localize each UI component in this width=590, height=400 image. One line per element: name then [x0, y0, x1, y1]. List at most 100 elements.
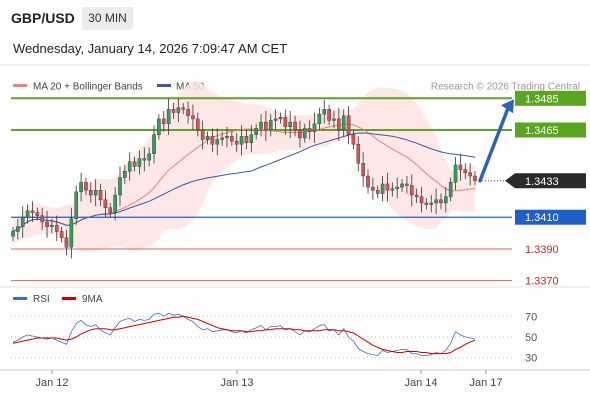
candle	[375, 185, 380, 199]
candle-body	[176, 107, 181, 113]
candle-body	[302, 128, 307, 139]
rsi-tick-label-0: 70	[525, 311, 537, 323]
candle-body	[127, 161, 132, 172]
candle	[186, 101, 190, 124]
candle	[307, 120, 312, 140]
candle-body	[11, 231, 15, 237]
candle-body	[346, 115, 351, 135]
candle-body	[54, 224, 59, 232]
candle	[142, 147, 147, 172]
candle	[288, 110, 293, 138]
candle	[283, 109, 288, 135]
ma9-legend-label: 9MA	[82, 294, 103, 305]
candle-body	[25, 210, 30, 218]
candle-body	[191, 115, 195, 120]
candle	[147, 147, 151, 167]
candle-body	[414, 194, 419, 197]
candle-body	[390, 188, 395, 191]
level-tag-0	[515, 90, 586, 106]
candle	[191, 104, 195, 131]
ma9-legend-swatch	[62, 297, 76, 300]
candle	[473, 171, 477, 186]
rsi-tick-label-1: 50	[525, 332, 537, 344]
symbol-title: GBP/USD	[11, 10, 75, 26]
candle	[137, 150, 142, 175]
candle-body	[385, 183, 390, 191]
candle	[176, 98, 181, 123]
rsi-ma-line	[12, 315, 476, 355]
candle	[215, 128, 220, 156]
candle-body	[473, 175, 477, 181]
candle	[25, 204, 30, 224]
candle-body	[30, 210, 35, 213]
ma20-legend-swatch	[13, 84, 27, 87]
candle-body	[137, 158, 142, 167]
candle-body	[249, 134, 254, 143]
candle-body	[405, 183, 409, 186]
candle	[424, 198, 429, 210]
candle-body	[453, 164, 458, 183]
candle	[205, 131, 210, 145]
candle	[132, 156, 137, 172]
candle	[11, 226, 15, 242]
candle	[439, 193, 443, 210]
candle	[171, 103, 176, 119]
candle-body	[273, 118, 278, 121]
candle	[453, 156, 458, 191]
candle	[366, 169, 370, 194]
candle-body	[200, 129, 205, 140]
level-tag-1	[515, 122, 586, 138]
candle	[371, 177, 375, 200]
level-label-0: 1.3485	[525, 93, 559, 105]
candle-body	[98, 190, 103, 200]
candle-body	[327, 109, 331, 121]
candle	[69, 207, 74, 259]
candle	[429, 195, 434, 213]
candle	[234, 133, 239, 153]
candle	[50, 218, 54, 234]
credit-label: Research © 2026 Trading Central	[431, 82, 580, 93]
candle	[419, 187, 424, 213]
candle	[20, 206, 25, 238]
candle-body	[463, 169, 468, 174]
candle	[98, 183, 103, 207]
candle	[152, 125, 156, 164]
candle-body	[337, 118, 341, 131]
candle-body	[341, 115, 346, 131]
bollinger-band	[13, 81, 475, 253]
candle	[400, 179, 404, 192]
candle-body	[254, 128, 258, 135]
candle-body	[283, 117, 288, 128]
candle	[166, 98, 171, 135]
candle-body	[380, 183, 385, 194]
timeframe-button[interactable]: 30 MIN	[82, 7, 133, 30]
rsi-line	[12, 312, 476, 357]
candle	[351, 130, 356, 150]
candle-body	[312, 123, 317, 132]
candle-body	[20, 217, 25, 227]
candle	[16, 218, 20, 240]
candle	[463, 163, 468, 180]
candle-body	[215, 139, 220, 145]
candle-body	[293, 121, 297, 131]
candle-body	[361, 163, 365, 177]
candle-body	[64, 237, 69, 248]
candle-body	[40, 215, 44, 223]
last-price-tag	[505, 173, 586, 189]
candle	[322, 99, 327, 124]
level-label-1: 1.3465	[525, 125, 559, 137]
ma50-line	[12, 132, 476, 232]
candle-body	[298, 129, 302, 139]
candle-body	[288, 121, 293, 128]
candle	[249, 125, 254, 153]
candle	[225, 126, 229, 148]
candle	[254, 123, 258, 140]
candle	[298, 120, 302, 148]
candle-body	[371, 186, 375, 191]
candle-body	[16, 226, 20, 232]
candle-body	[132, 161, 137, 167]
candle	[244, 130, 249, 150]
candle	[84, 177, 88, 196]
